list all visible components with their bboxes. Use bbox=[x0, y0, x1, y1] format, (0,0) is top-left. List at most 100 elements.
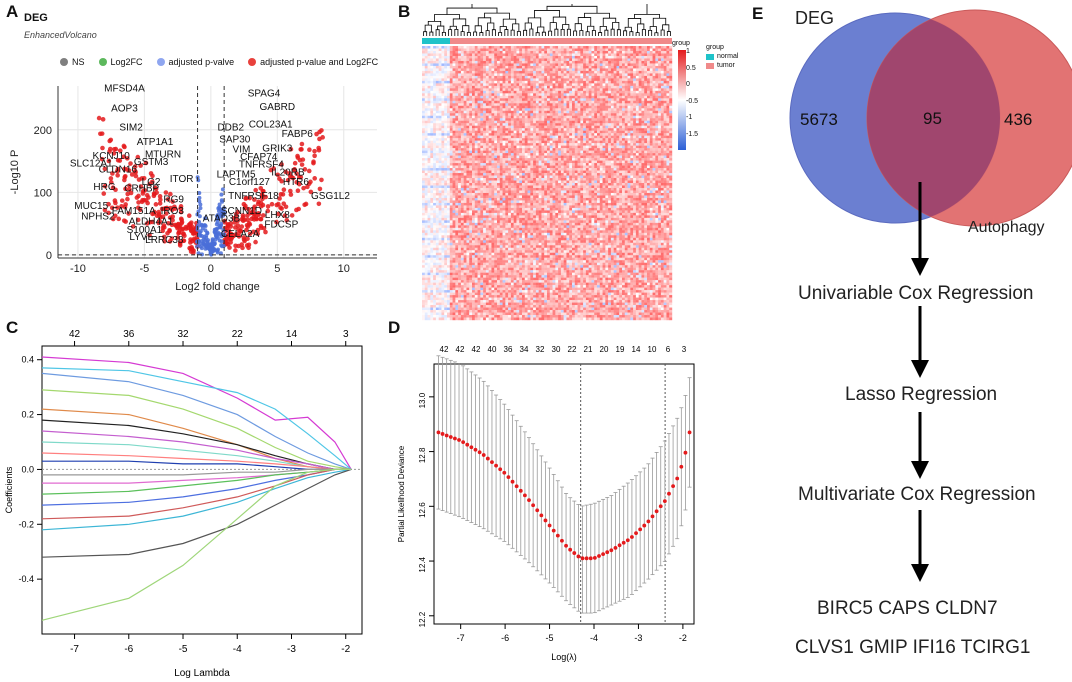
heatmap-cell bbox=[663, 110, 667, 114]
heatmap-cell bbox=[513, 155, 517, 159]
heatmap-cell bbox=[452, 78, 456, 82]
heatmap-cell bbox=[652, 73, 656, 77]
heatmap-cell bbox=[469, 88, 473, 92]
heatmap-cell bbox=[669, 65, 673, 69]
heatmap-cell bbox=[633, 63, 637, 67]
heatmap-cell bbox=[449, 55, 453, 59]
heatmap-cell bbox=[633, 155, 637, 159]
heatmap-cell bbox=[647, 153, 650, 156]
heatmap-cell bbox=[624, 113, 628, 116]
heatmap-cell bbox=[485, 83, 489, 87]
heatmap-cell bbox=[563, 155, 567, 159]
heatmap-cell bbox=[438, 88, 442, 92]
heatmap-cell bbox=[616, 73, 620, 77]
heatmap-cell bbox=[497, 70, 500, 74]
heatmap-cell bbox=[635, 93, 639, 97]
heatmap-cell bbox=[466, 85, 470, 89]
heatmap-cell bbox=[577, 83, 581, 87]
heatmap-cell bbox=[555, 153, 559, 156]
heatmap-cell bbox=[469, 95, 473, 99]
heatmap-cell bbox=[541, 46, 545, 49]
heatmap-cell bbox=[430, 98, 434, 101]
heatmap-cell bbox=[438, 118, 442, 121]
volcano-point-significant bbox=[251, 229, 256, 235]
heatmap-cell bbox=[433, 60, 437, 64]
heatmap-cell bbox=[658, 113, 662, 116]
heatmap-cell bbox=[477, 55, 481, 59]
heatmap-cell bbox=[613, 133, 617, 136]
heatmap-cell bbox=[505, 55, 509, 59]
heatmap-cell bbox=[474, 85, 478, 89]
heatmap-cell bbox=[519, 100, 523, 104]
heatmap-cell bbox=[580, 135, 584, 139]
heatmap-cell bbox=[610, 125, 614, 129]
heatmap-cell bbox=[508, 153, 512, 156]
heatmap-cell bbox=[494, 148, 498, 151]
volcano-point-significant bbox=[292, 160, 298, 166]
heatmap-cell bbox=[427, 128, 431, 131]
heatmap-cell bbox=[591, 93, 595, 97]
heatmap-cell bbox=[605, 50, 609, 54]
heatmap-cell bbox=[630, 110, 634, 114]
volcano-point-significant bbox=[128, 161, 133, 166]
volcano-point-significant bbox=[317, 136, 322, 142]
volcano-gene-label: MUC15 bbox=[74, 201, 108, 212]
heatmap-cell bbox=[644, 150, 648, 154]
heatmap-cell bbox=[527, 150, 531, 154]
heatmap-cell bbox=[583, 65, 587, 69]
heatmap-cell bbox=[483, 90, 487, 94]
volcano-legend-item: NS bbox=[60, 57, 85, 67]
heatmap-cell bbox=[502, 105, 506, 109]
heatmap-cell bbox=[552, 73, 556, 77]
heatmap-cell bbox=[513, 78, 517, 82]
heatmap-cell bbox=[555, 130, 559, 134]
heatmap-cell bbox=[552, 80, 556, 84]
heatmap-cell bbox=[541, 90, 545, 94]
heatmap-cell bbox=[652, 110, 656, 114]
heatmap-cell bbox=[566, 85, 570, 89]
heatmap-cell bbox=[663, 115, 667, 119]
heatmap-cell bbox=[588, 55, 592, 59]
heatmap-cell bbox=[622, 133, 625, 136]
heatmap-cell bbox=[502, 148, 506, 151]
heatmap-cell bbox=[602, 140, 606, 144]
heatmap-cell bbox=[447, 70, 450, 74]
heatmap-cell bbox=[460, 115, 464, 119]
heatmap-cell bbox=[572, 153, 575, 156]
heatmap-cell bbox=[544, 88, 548, 92]
heatmap-cell bbox=[519, 88, 523, 92]
heatmap-cell bbox=[519, 63, 523, 67]
heatmap-cell bbox=[566, 130, 570, 134]
heatmap-cell bbox=[510, 100, 514, 104]
heatmap-cell bbox=[447, 148, 450, 151]
heatmap-cell bbox=[660, 48, 664, 52]
heatmap-cell bbox=[552, 150, 556, 154]
heatmap-cell bbox=[641, 85, 645, 89]
heatmap-cell bbox=[527, 123, 531, 126]
heatmap-cell bbox=[649, 65, 653, 69]
heatmap-cell bbox=[555, 160, 559, 164]
heatmap-cell bbox=[599, 88, 603, 92]
volcano-point-significant bbox=[246, 242, 252, 248]
heatmap-cell bbox=[560, 150, 564, 154]
heatmap-cell bbox=[483, 133, 487, 136]
heatmap-cell bbox=[577, 135, 581, 139]
heatmap-cell bbox=[588, 63, 592, 67]
heatmap-cell bbox=[424, 143, 428, 146]
heatmap-cell bbox=[433, 70, 437, 74]
heatmap-cell bbox=[613, 83, 617, 87]
heatmap-cell bbox=[488, 58, 492, 62]
heatmap-cell bbox=[597, 133, 600, 136]
heatmap-cell bbox=[527, 138, 531, 141]
heatmap-cell bbox=[522, 46, 525, 49]
heatmap-cell bbox=[608, 85, 612, 89]
heatmap-cell bbox=[527, 110, 531, 114]
heatmap-cell bbox=[469, 158, 473, 161]
heatmap-cell bbox=[447, 160, 450, 164]
heatmap-cell bbox=[577, 120, 581, 124]
volcano-point-significant bbox=[144, 221, 150, 226]
heatmap-cell bbox=[597, 70, 600, 74]
heatmap-cell bbox=[463, 60, 467, 64]
heatmap-cell bbox=[591, 153, 595, 156]
heatmap-cell bbox=[497, 118, 500, 121]
